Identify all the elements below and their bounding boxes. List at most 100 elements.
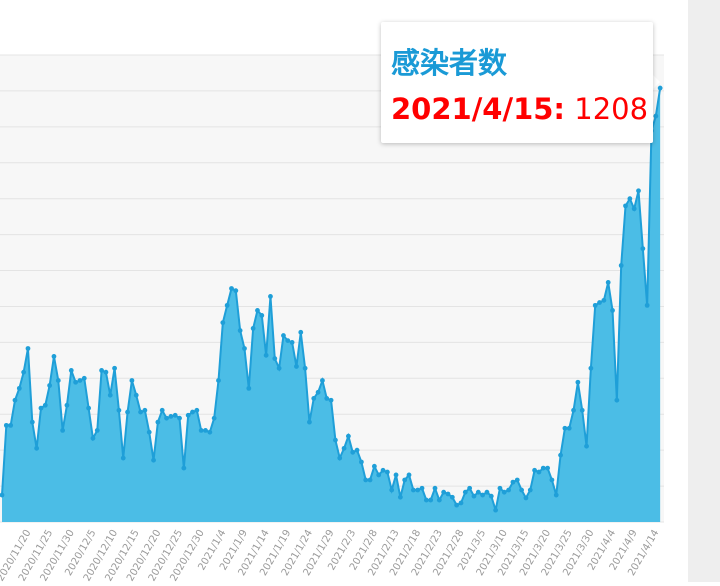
point — [21, 369, 27, 375]
point — [592, 302, 598, 308]
point — [107, 392, 113, 398]
point — [55, 378, 61, 383]
point — [367, 477, 373, 483]
point — [146, 429, 152, 435]
point — [475, 489, 481, 495]
point — [155, 419, 161, 425]
tooltip-value-line: 2021/4/15: 1208 — [391, 92, 648, 126]
point — [501, 489, 507, 495]
point — [294, 364, 299, 369]
point — [116, 407, 122, 413]
point — [177, 415, 182, 421]
point — [631, 206, 637, 212]
point — [514, 477, 520, 483]
point — [142, 407, 148, 413]
point — [462, 489, 468, 495]
point — [125, 409, 130, 415]
point — [259, 313, 265, 318]
point — [545, 465, 550, 471]
point — [358, 459, 364, 465]
point — [81, 375, 87, 381]
point — [73, 379, 79, 385]
point — [497, 485, 503, 491]
point — [410, 487, 416, 493]
point — [168, 413, 174, 419]
point — [120, 455, 126, 461]
point — [393, 472, 399, 478]
point — [571, 407, 576, 413]
point — [172, 412, 178, 418]
point — [419, 485, 425, 491]
tooltip-date: 2021/4/15: — [391, 92, 566, 126]
point — [488, 493, 494, 499]
point — [328, 397, 334, 403]
point — [151, 457, 156, 463]
point — [298, 329, 304, 335]
point — [333, 437, 338, 443]
point — [636, 188, 641, 194]
point — [380, 467, 386, 473]
point — [255, 308, 260, 313]
point — [618, 263, 624, 268]
point — [588, 365, 594, 371]
point — [315, 389, 321, 395]
point — [311, 396, 317, 401]
point — [415, 487, 421, 493]
point — [302, 365, 308, 371]
point — [250, 325, 256, 331]
point — [493, 507, 499, 513]
point — [233, 288, 239, 294]
point — [354, 447, 360, 453]
point — [51, 353, 57, 359]
point — [363, 477, 369, 483]
point — [458, 500, 464, 506]
point — [653, 113, 659, 119]
point — [203, 427, 208, 433]
point — [519, 487, 524, 493]
point — [601, 297, 607, 303]
point — [597, 300, 602, 305]
point — [237, 328, 243, 333]
point — [224, 302, 230, 308]
point — [42, 402, 48, 408]
point — [263, 352, 269, 358]
point — [272, 356, 278, 361]
point — [246, 385, 252, 391]
point — [549, 477, 555, 483]
side-panel — [688, 0, 720, 582]
point — [94, 427, 100, 433]
point — [341, 445, 347, 451]
point — [640, 246, 646, 252]
point — [436, 497, 442, 503]
point — [337, 455, 343, 461]
point — [371, 463, 377, 469]
point — [384, 469, 390, 475]
point — [68, 368, 74, 373]
point — [376, 472, 382, 478]
point — [406, 472, 412, 478]
point — [181, 465, 187, 471]
point — [527, 487, 533, 493]
point — [523, 495, 529, 501]
point — [285, 338, 291, 343]
point — [471, 493, 477, 499]
point — [29, 419, 35, 425]
point — [553, 492, 559, 498]
point — [185, 412, 191, 418]
point — [558, 452, 563, 458]
point — [402, 477, 408, 483]
point — [159, 407, 165, 413]
point — [610, 308, 615, 313]
point — [389, 487, 395, 493]
point — [242, 346, 247, 351]
point — [34, 445, 40, 451]
point — [623, 203, 628, 209]
point — [190, 409, 195, 415]
point — [320, 378, 325, 383]
tooltip-title: 感染者数 — [391, 46, 508, 80]
point — [47, 383, 53, 388]
point — [198, 427, 204, 433]
point — [540, 465, 546, 471]
point — [194, 407, 200, 413]
